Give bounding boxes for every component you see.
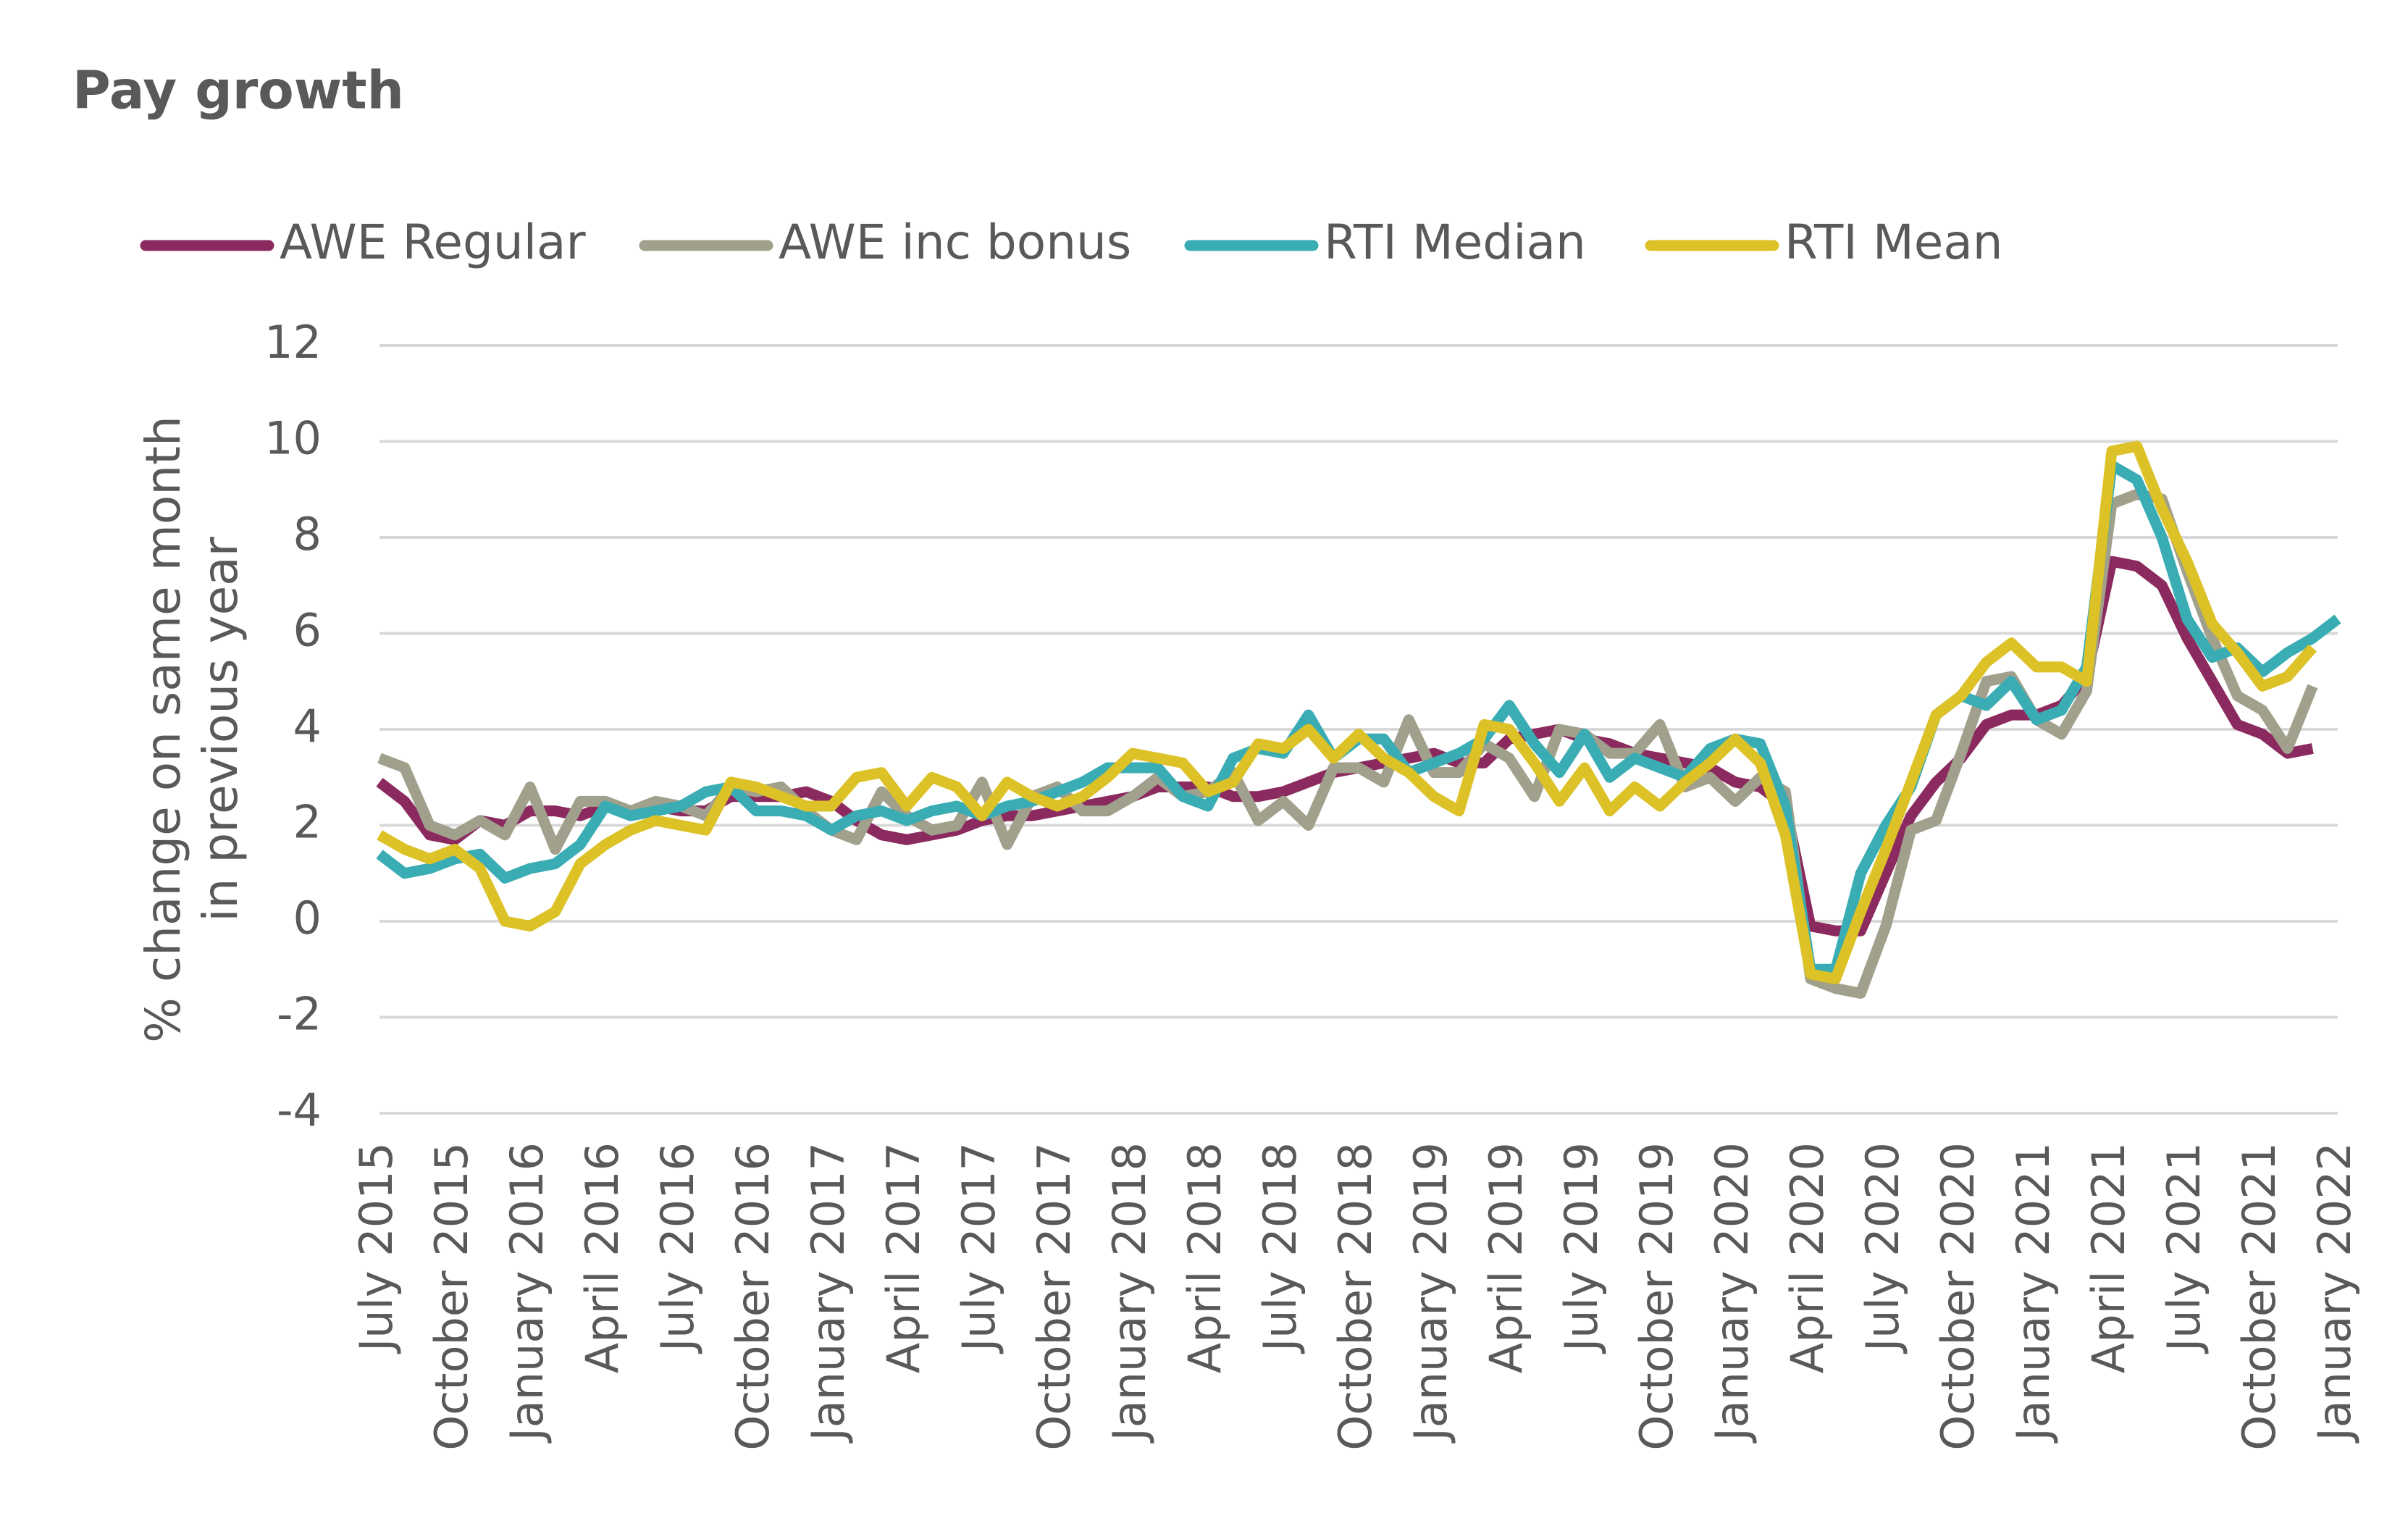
legend-label: AWE Regular <box>280 214 586 270</box>
y-tick-label: 0 <box>293 892 322 944</box>
y-tick-label: 12 <box>264 316 322 369</box>
x-tick-label: April 2019 <box>1480 1142 1532 1373</box>
y-tick-label: 4 <box>293 700 322 753</box>
x-tick-label: July 2016 <box>651 1142 704 1354</box>
x-tick-label: January 2021 <box>2007 1142 2060 1444</box>
x-tick-label: October 2019 <box>1630 1142 1683 1451</box>
y-tick-label: 10 <box>264 412 322 465</box>
x-tick-label: October 2020 <box>1931 1142 1984 1451</box>
x-tick-label: January 2022 <box>2308 1142 2361 1444</box>
legend-label: AWE inc bonus <box>779 214 1131 270</box>
x-tick-label: July 2019 <box>1555 1142 1608 1354</box>
x-tick-label: April 2021 <box>2082 1142 2135 1373</box>
x-tick-label: April 2017 <box>877 1142 930 1373</box>
x-tick-label: January 2020 <box>1706 1142 1758 1444</box>
x-tick-label: July 2021 <box>2157 1142 2210 1354</box>
x-tick-label: October 2016 <box>726 1142 779 1451</box>
x-tick-label: April 2018 <box>1178 1142 1231 1373</box>
legend-label: RTI Median <box>1324 214 1586 270</box>
x-tick-label: January 2019 <box>1404 1142 1457 1444</box>
y-tick-label: -2 <box>277 988 322 1041</box>
x-tick-label: January 2018 <box>1103 1142 1156 1444</box>
x-tick-label: July 2015 <box>350 1142 403 1354</box>
y-tick-label: -4 <box>277 1084 322 1136</box>
series-line <box>377 488 2318 999</box>
x-tick-label: July 2020 <box>1856 1142 1909 1354</box>
x-tick-label: January 2017 <box>802 1142 855 1444</box>
x-tick-label: July 2018 <box>1254 1142 1306 1354</box>
y-tick-label: 6 <box>293 604 322 657</box>
x-tick-label: April 2016 <box>576 1142 629 1373</box>
x-tick-label: October 2021 <box>2233 1142 2286 1451</box>
legend-label: RTI Mean <box>1784 214 2003 270</box>
x-tick-label: October 2017 <box>1028 1142 1081 1451</box>
series-line <box>377 440 2317 984</box>
y-tick-label: 2 <box>293 796 322 849</box>
chart-title: Pay growth <box>72 60 404 121</box>
x-tick-label: April 2020 <box>1781 1142 1834 1373</box>
y-axis-title: % change on same month in previous year <box>135 416 248 1043</box>
y-tick-label: 8 <box>293 508 322 561</box>
x-tick-label: July 2017 <box>952 1142 1005 1354</box>
x-tick-label: January 2016 <box>500 1142 553 1444</box>
series-line <box>376 460 2341 975</box>
x-tick-label: October 2015 <box>425 1142 478 1451</box>
x-tick-label: October 2018 <box>1329 1142 1382 1451</box>
